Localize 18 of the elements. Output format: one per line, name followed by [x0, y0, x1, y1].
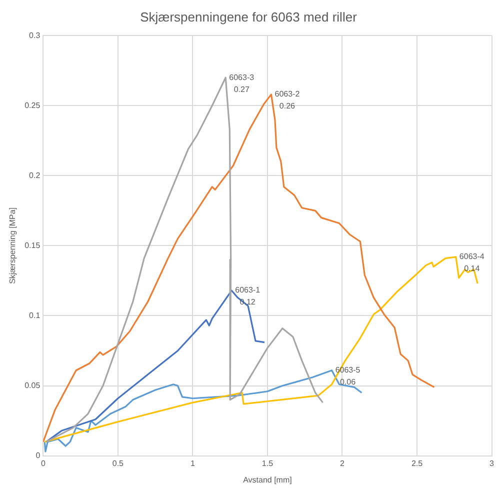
x-tick-label: 2: [340, 458, 346, 468]
x-tick-label: 0.5: [112, 458, 124, 468]
y-tick-label: 0.25: [24, 100, 41, 110]
annotation: 6063-3 0.27: [229, 72, 255, 94]
y-tick-label: 0.1: [29, 310, 41, 320]
x-tick-label: 2.5: [411, 458, 424, 468]
x-axis-title: Avstand [mm]: [243, 475, 292, 484]
x-tick-label: 1.5: [262, 458, 274, 468]
y-tick-label: 0.2: [29, 170, 41, 180]
chart-title: Skjærspenningene for 6063 med riller: [140, 9, 358, 24]
y-tick-label: 0.05: [24, 380, 41, 390]
y-axis-title: Skjærspenning [MPa]: [8, 207, 18, 284]
y-tick-label: 0: [36, 451, 41, 460]
y-tick-label: 0.15: [24, 240, 41, 250]
x-tick-label: 1: [190, 458, 196, 468]
annotation: 6063-2 0.26: [274, 90, 300, 111]
y-tick-label: 0.3: [29, 30, 41, 40]
x-tick-label: 3: [490, 458, 495, 468]
